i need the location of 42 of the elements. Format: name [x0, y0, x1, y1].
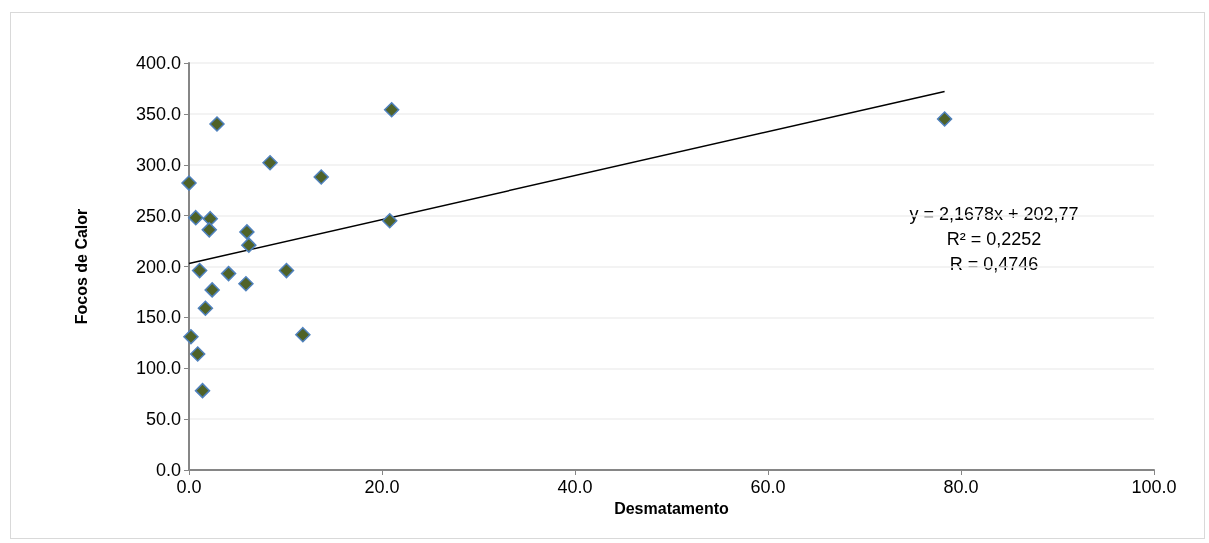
x-axis-title: Desmatamento — [614, 500, 730, 518]
point — [191, 262, 208, 279]
point — [189, 346, 206, 362]
point — [238, 276, 254, 292]
y-axis-title: Focos de Calor — [72, 208, 90, 325]
point — [383, 102, 400, 118]
point — [197, 300, 214, 316]
y-tick-label: 200.0 — [135, 256, 181, 277]
y-tick-label: 0.0 — [155, 460, 181, 480]
point — [295, 326, 311, 343]
point — [936, 111, 953, 127]
y-tick-label: 300.0 — [135, 154, 181, 175]
point — [262, 154, 278, 171]
point — [183, 328, 199, 345]
point — [204, 282, 220, 298]
y-tick-label: 350.0 — [135, 103, 181, 124]
annotation: y = 2,1678x + 202,77 — [909, 204, 1079, 224]
x-tick-label: 60.0 — [750, 477, 786, 497]
point — [313, 169, 329, 185]
x-tick-label: 40.0 — [557, 477, 593, 497]
y-tick-label: 50.0 — [145, 409, 181, 430]
annotation: R² = 0,2252 — [946, 229, 1042, 249]
y-tick-label: 250.0 — [135, 205, 181, 226]
point — [194, 382, 211, 399]
point — [181, 175, 197, 191]
y-tick-label: 150.0 — [135, 307, 181, 328]
y-tick-label: 400.0 — [135, 53, 181, 73]
point — [278, 262, 295, 279]
x-tick-label: 100.0 — [1131, 477, 1177, 497]
point — [202, 210, 218, 227]
point — [239, 224, 255, 240]
point — [188, 209, 204, 226]
point — [201, 222, 218, 238]
annotation: R = 0,4746 — [949, 254, 1039, 274]
point — [381, 212, 398, 229]
x-tick-label: 20.0 — [364, 477, 400, 497]
x-tick-label: 80.0 — [943, 477, 979, 497]
x-tick-label: 0.0 — [176, 477, 202, 497]
point — [241, 237, 257, 253]
y-tick-label: 100.0 — [135, 358, 181, 379]
point — [220, 265, 237, 282]
point — [209, 116, 225, 132]
